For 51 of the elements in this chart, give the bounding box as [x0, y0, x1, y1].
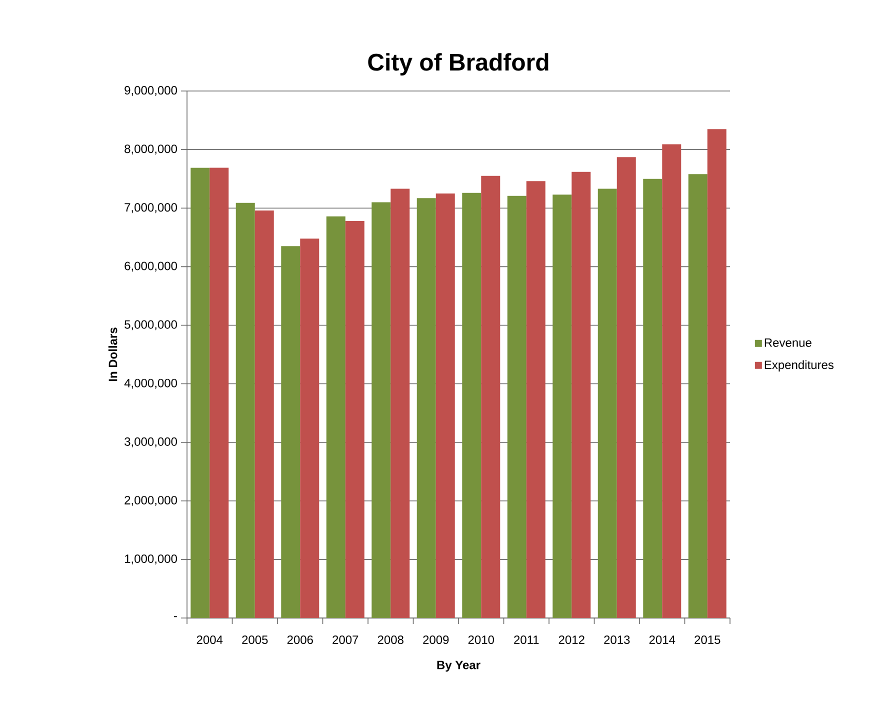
y-tick-label: 1,000,000 — [125, 554, 178, 564]
bar — [598, 188, 617, 618]
bar — [688, 174, 708, 618]
x-tick-label: 2007 — [332, 636, 358, 644]
legend-label: Expenditures — [764, 360, 834, 372]
bar — [281, 246, 300, 618]
bar — [462, 192, 482, 618]
x-axis-title: By Year — [437, 660, 480, 672]
bar — [300, 238, 320, 618]
x-tick-label: 2012 — [558, 636, 584, 644]
x-tick-label: 2015 — [694, 636, 720, 644]
legend-label: Revenue — [764, 338, 812, 347]
y-tick-label: 2,000,000 — [124, 496, 178, 506]
x-tick-label: 2014 — [649, 636, 676, 644]
x-tick-label: 2009 — [423, 636, 449, 644]
bar — [254, 210, 274, 618]
bar — [345, 221, 364, 618]
bar — [552, 194, 572, 618]
bar — [190, 168, 210, 618]
bar — [481, 176, 500, 618]
y-axis-title: In Dollars — [108, 328, 118, 382]
x-tick-label: 2005 — [242, 636, 268, 644]
bar — [416, 198, 436, 618]
bar — [643, 178, 662, 618]
bar — [526, 181, 546, 618]
x-tick-label: 2010 — [468, 636, 494, 644]
y-tick-label: 6,000,000 — [124, 262, 178, 272]
y-tick-label: 3,000,000 — [124, 437, 178, 448]
x-tick-label: 2011 — [514, 636, 539, 644]
bar — [326, 216, 346, 618]
x-tick-label: 2004 — [196, 636, 223, 644]
bar — [616, 157, 636, 618]
y-tick-label: 9,000,000 — [124, 86, 178, 96]
x-tick-label: 2013 — [604, 636, 630, 644]
x-tick-label: 2008 — [378, 636, 404, 644]
y-tick-label: 4,000,000 — [124, 378, 178, 389]
chart-title: City of Bradford — [368, 53, 548, 76]
x-tick-label: 2006 — [287, 636, 313, 644]
bar — [390, 188, 410, 618]
bar — [210, 168, 229, 618]
bar — [572, 172, 591, 618]
y-tick-label: 7,000,000 — [124, 203, 178, 214]
bar — [662, 144, 682, 618]
bar — [372, 202, 391, 618]
bar — [707, 129, 726, 618]
bar — [507, 196, 526, 618]
y-tick-label: 8,000,000 — [124, 144, 178, 155]
bar — [436, 193, 455, 618]
bar — [236, 202, 255, 618]
y-tick-label: - — [174, 616, 177, 618]
y-tick-label: 5,000,000 — [124, 320, 178, 330]
